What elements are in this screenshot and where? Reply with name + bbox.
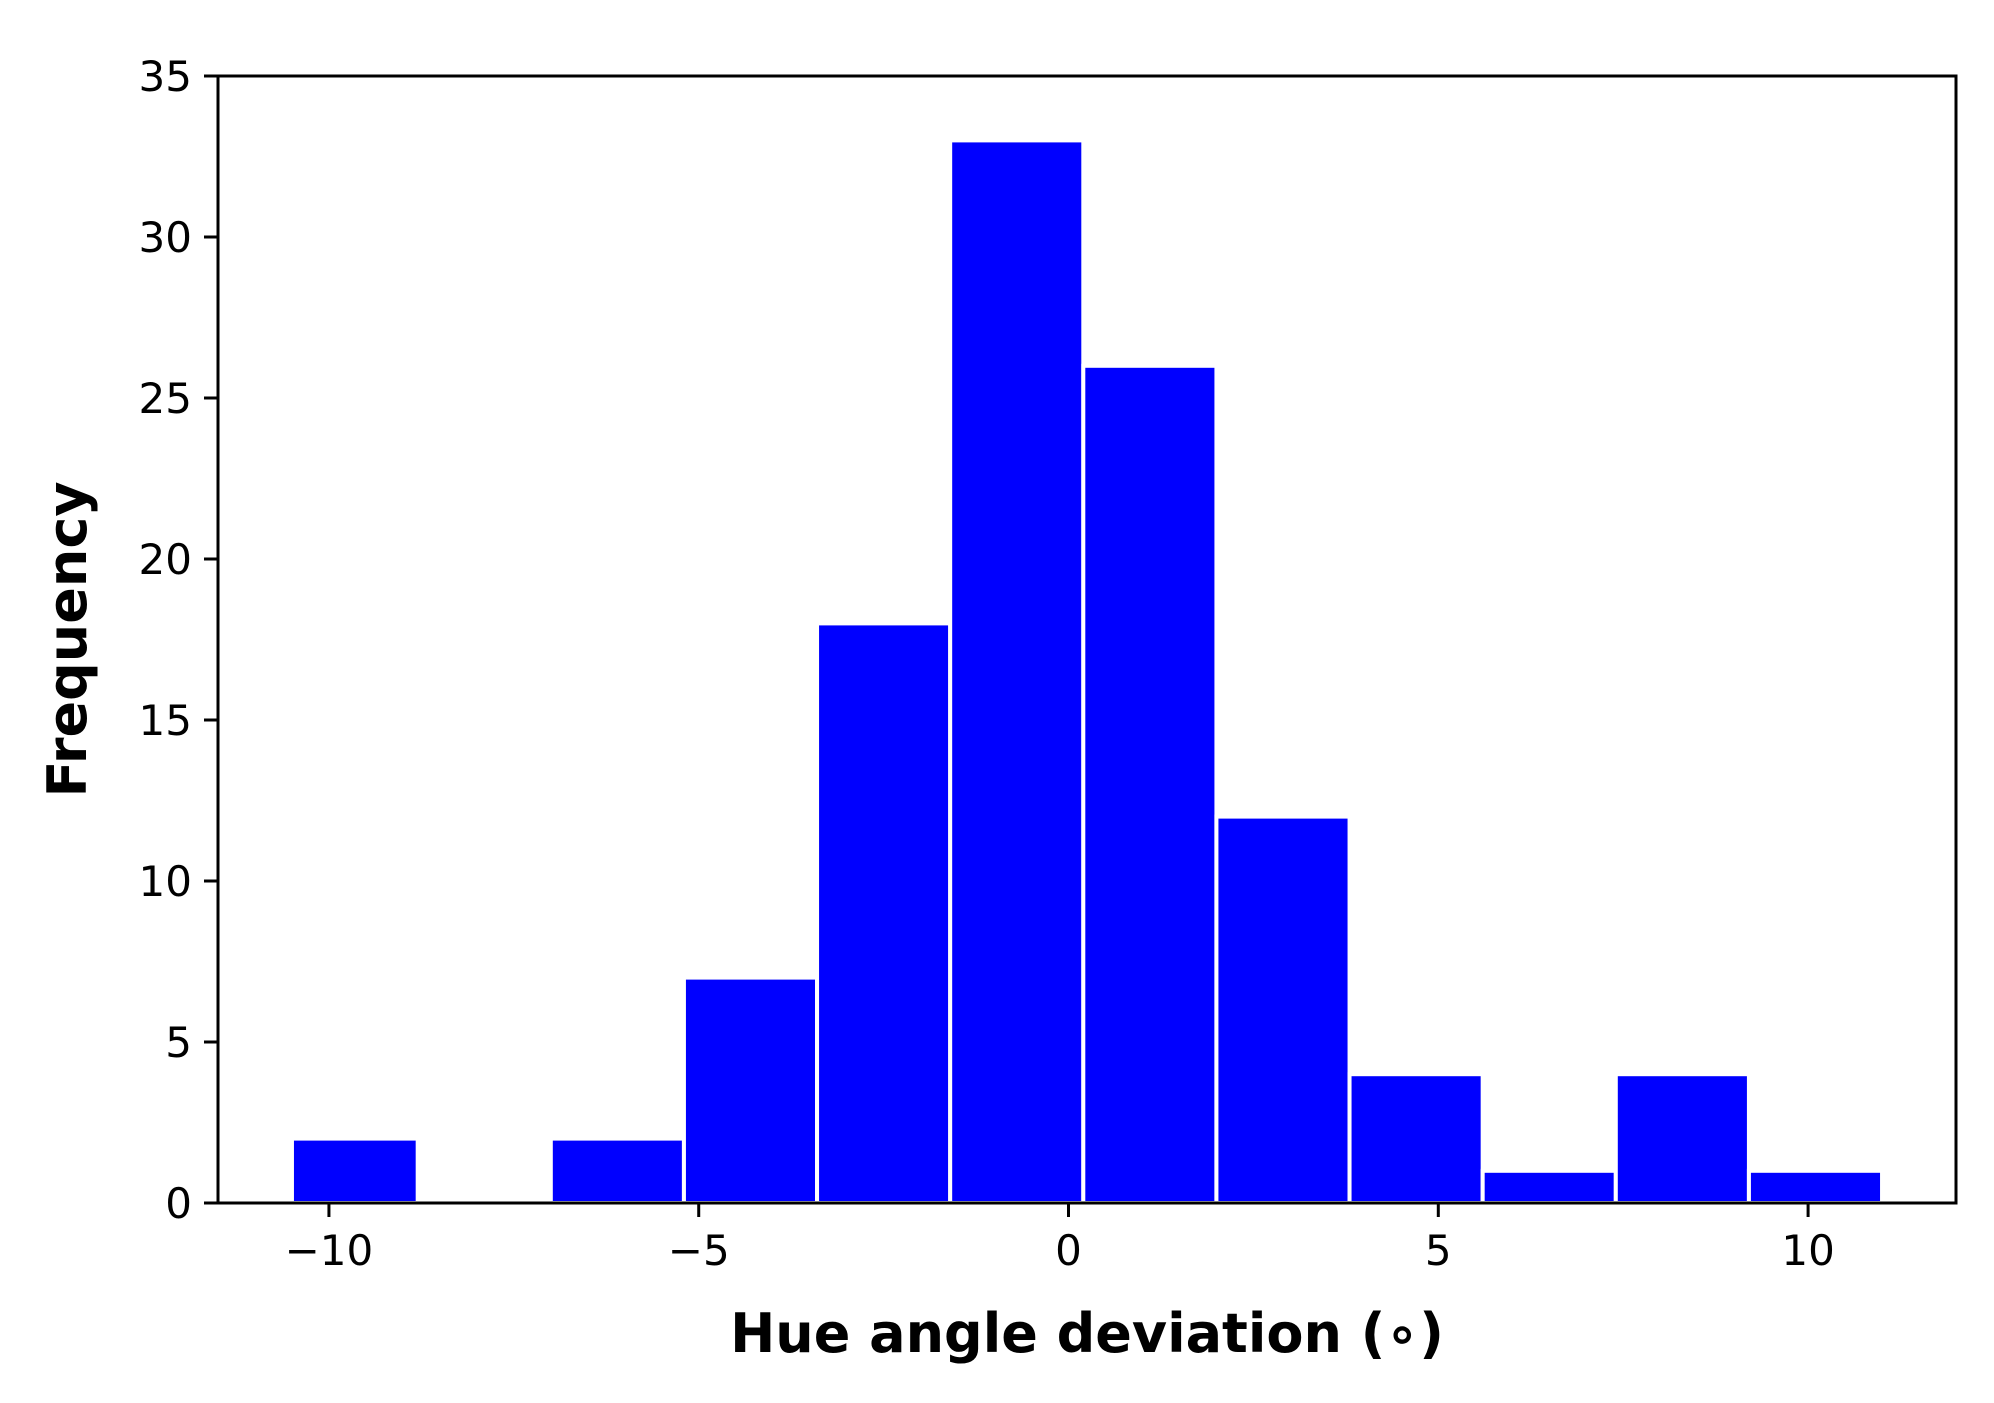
y-tick-label: 25: [139, 374, 192, 423]
histogram-bar: [1746, 1168, 1885, 1206]
histogram-bar: [1613, 1072, 1751, 1205]
histogram-bar: [1480, 1168, 1618, 1206]
histogram-bar: [1081, 363, 1219, 1205]
y-tick-label: 5: [165, 1018, 192, 1067]
x-axis-ticks: −10 −5 0 5 10: [285, 1203, 1835, 1275]
y-axis-label: Frequency: [36, 481, 99, 797]
y-tick-label: 20: [139, 535, 192, 584]
x-tick-label: −10: [285, 1226, 374, 1275]
histogram-bar: [289, 1136, 420, 1205]
x-tick-label: 10: [1781, 1226, 1834, 1275]
histogram-bar: [1214, 814, 1352, 1205]
y-axis-ticks: 0 5 10 15 20 25 30 35: [139, 52, 218, 1228]
x-tick-label: 0: [1055, 1226, 1082, 1275]
histogram-bar: [681, 975, 820, 1205]
plot-frame: [216, 74, 1958, 1205]
y-tick-label: 35: [139, 52, 192, 101]
histogram-bar: [948, 138, 1086, 1205]
y-tick-label: 30: [139, 213, 192, 262]
histogram-bar: [815, 621, 953, 1205]
y-tick-label: 15: [139, 696, 192, 745]
bars-group: [289, 138, 1885, 1206]
histogram-bar: [1347, 1072, 1485, 1205]
y-tick-label: 0: [165, 1179, 192, 1228]
histogram-bar: [548, 1136, 686, 1205]
x-axis-label: Hue angle deviation (∘): [730, 1302, 1444, 1365]
y-tick-label: 10: [139, 857, 192, 906]
x-tick-label: −5: [668, 1226, 730, 1275]
x-tick-label: 5: [1425, 1226, 1452, 1275]
